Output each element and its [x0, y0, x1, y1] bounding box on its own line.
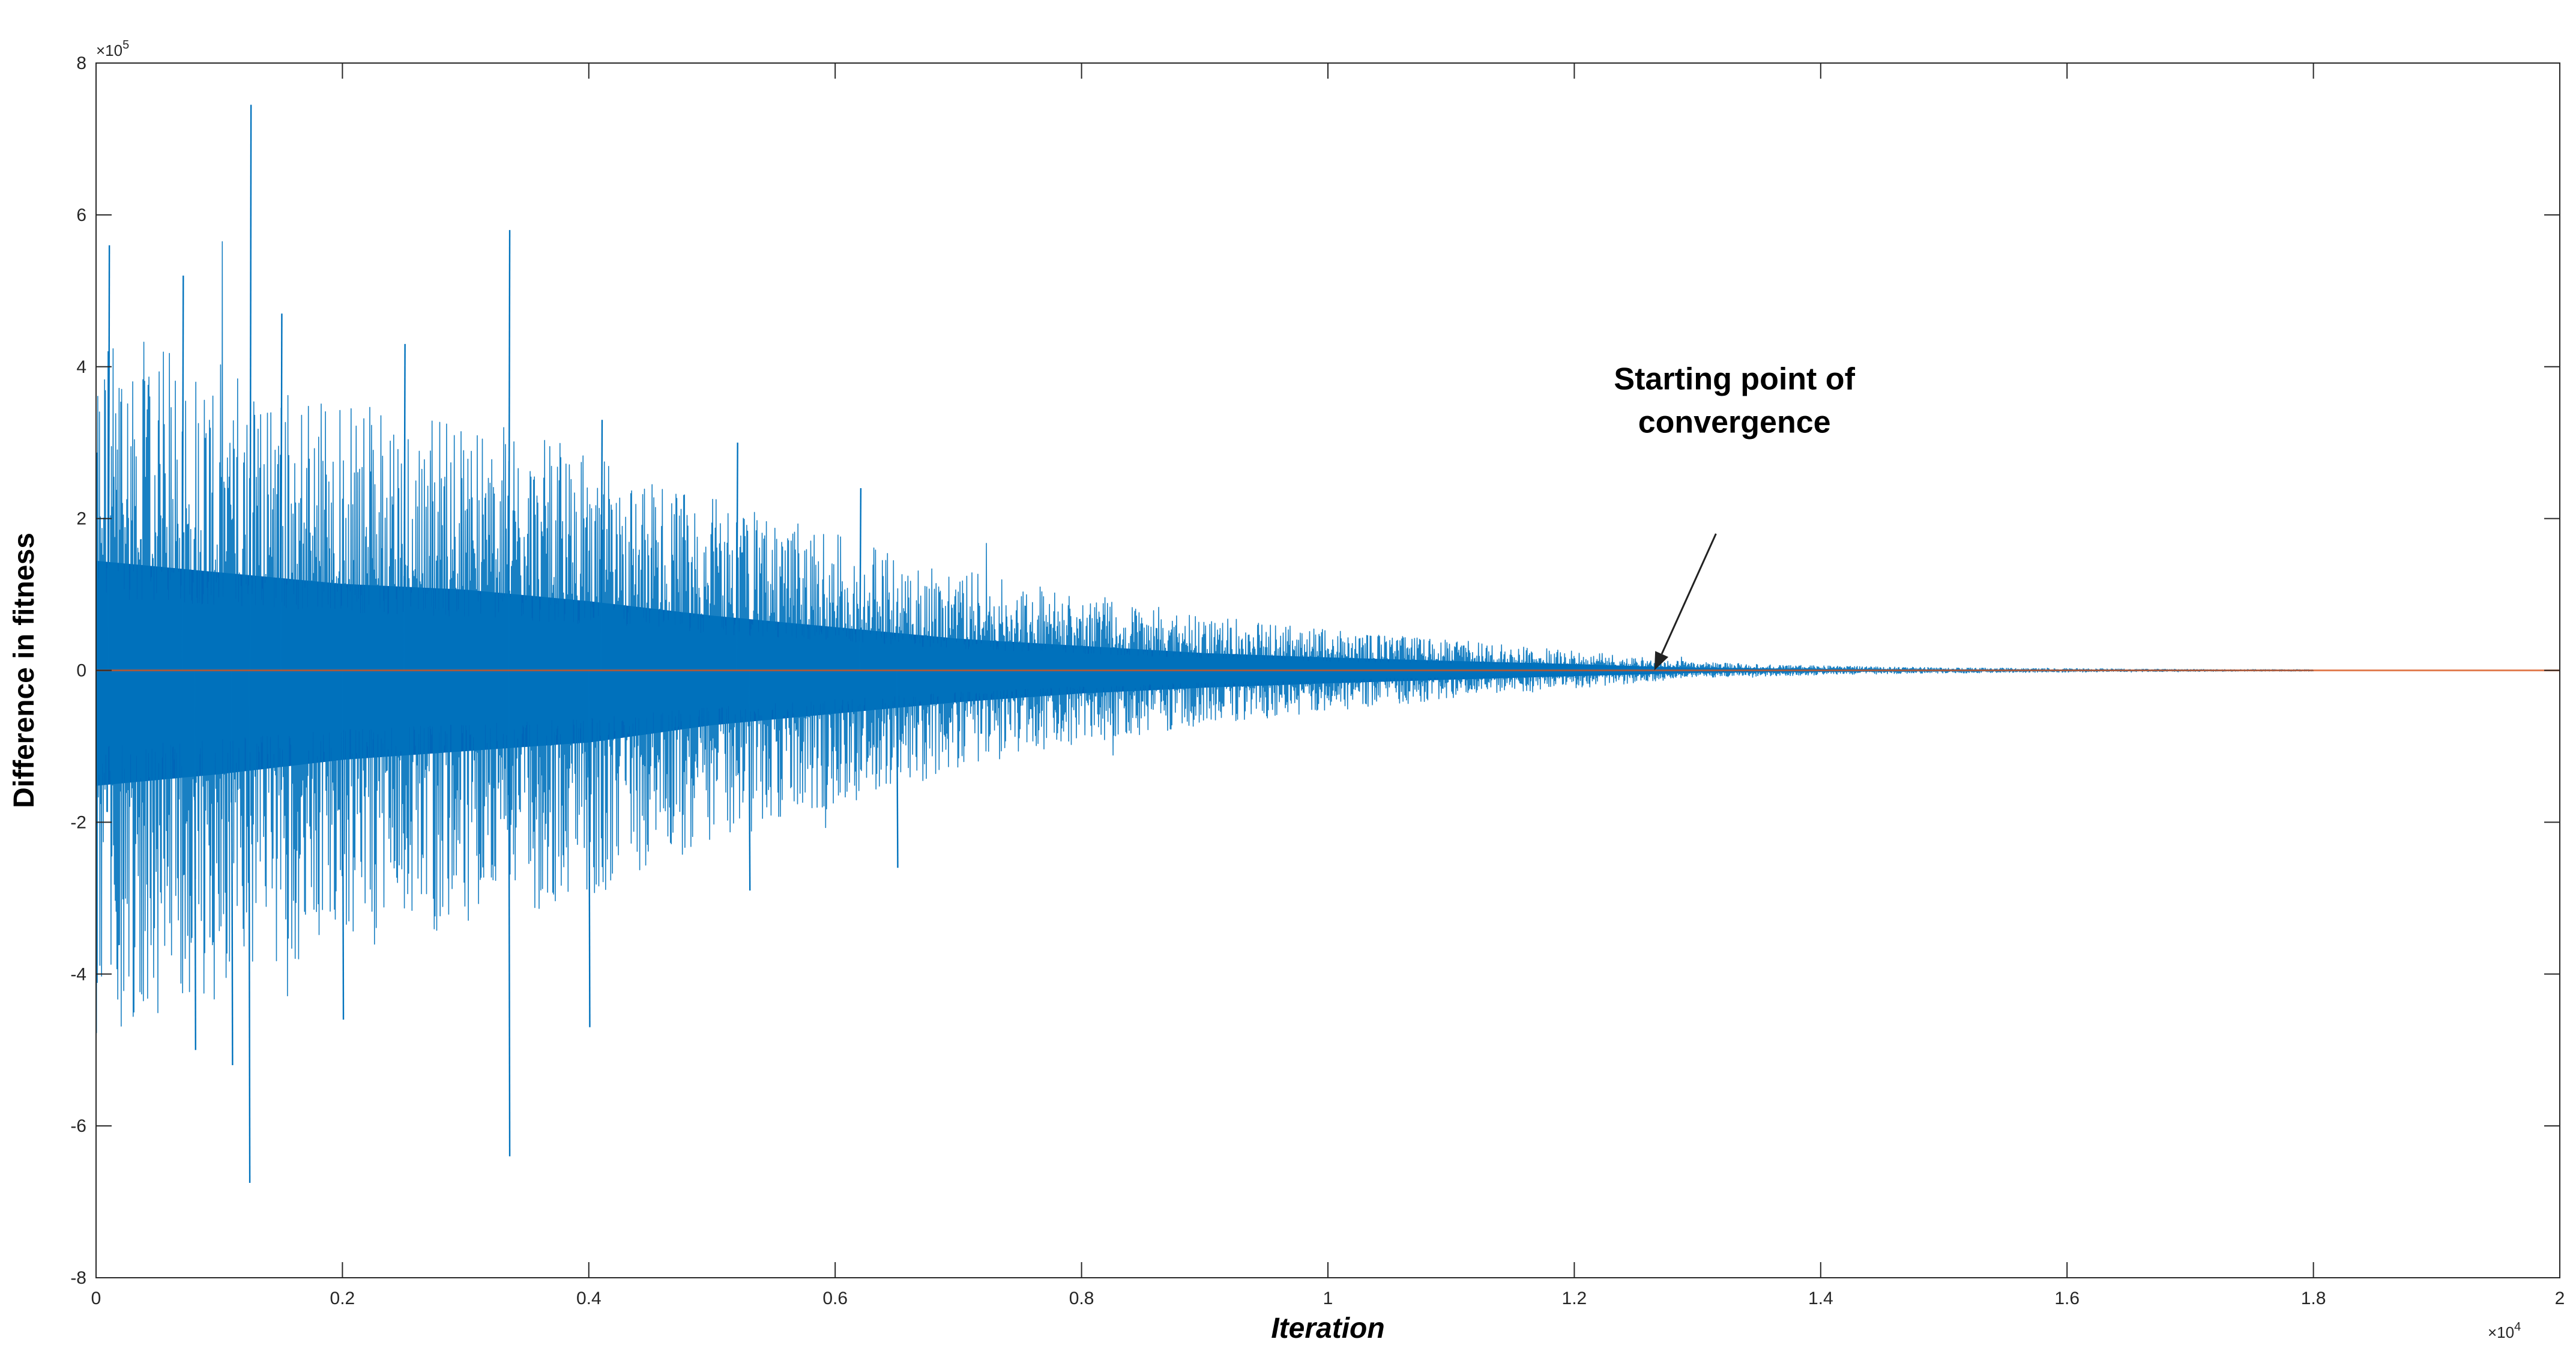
x-multiplier-exponent: 4 [2514, 1320, 2521, 1334]
y-tick-label: -2 [70, 812, 86, 832]
x-tick-label: 1.4 [1808, 1289, 1833, 1308]
y-tick-label: -6 [70, 1116, 86, 1136]
tick-layer [95, 62, 2560, 1278]
y-tick-label: -4 [70, 964, 86, 984]
series-signal-peak [107, 245, 110, 671]
series-signal-peak [231, 670, 234, 1065]
series-signal-peak [193, 670, 197, 1050]
series-signal-peak [342, 670, 345, 1020]
annotation-arrow [1661, 533, 1717, 654]
series-signal-peak [896, 670, 899, 868]
tick-label-layer: 0 0.2 0.4 0.6 0.8 1 1.2 1.4 1.6 1.8 2 -8 -6 -4 -2 0 2 4 6 8 [70, 53, 2565, 1308]
y-tick-label: 0 [76, 661, 86, 681]
x-tick-label: 1 [1323, 1289, 1333, 1308]
series-signal-peak [248, 670, 251, 1183]
x-axis-title: Iteration [1271, 1313, 1384, 1344]
series-signal-peak [748, 670, 751, 891]
series-signal-peak [249, 104, 252, 671]
x-tick-label: 1.8 [2301, 1289, 2326, 1308]
series-layer [95, 104, 2560, 1183]
series-signal-peak [403, 343, 406, 671]
series-signal-peak [859, 488, 862, 671]
y-tick-label: 6 [76, 205, 86, 225]
y-tick-label: 4 [76, 357, 86, 377]
annotation-layer: Starting point of convergence [1614, 362, 1856, 671]
series-signal-peak [588, 670, 591, 1027]
series-signal-peak [508, 670, 511, 1156]
series-signal-peak [508, 230, 511, 671]
x-axis-multiplier: ×104 [2488, 1320, 2521, 1341]
x-tick-label: 0.6 [822, 1289, 848, 1308]
y-axis-multiplier: ×105 [96, 38, 129, 59]
annotation-text-line-1: Starting point of [1614, 362, 1855, 397]
annotation-text-line-2: convergence [1638, 405, 1831, 440]
x-tick-label: 1.2 [1562, 1289, 1587, 1308]
x-tick-label: 0.4 [576, 1289, 602, 1308]
annotation-arrowhead [1654, 651, 1669, 671]
y-multiplier-exponent: 5 [122, 38, 129, 52]
x-tick-label: 0.8 [1069, 1289, 1094, 1308]
y-multiplier-base: ×10 [96, 41, 122, 59]
x-tick-label: 2 [2555, 1289, 2565, 1308]
y-tick-label: 2 [76, 509, 86, 529]
series-signal-peak [181, 276, 184, 671]
series-signal-peak [280, 313, 283, 671]
x-tick-label: 0.2 [330, 1289, 355, 1308]
y-axis-title: Difference in fitness [8, 533, 40, 808]
y-tick-label: 8 [76, 53, 86, 73]
series-signal-peak [600, 420, 603, 671]
x-multiplier-base: ×10 [2488, 1323, 2514, 1341]
y-tick-label: -8 [70, 1268, 86, 1288]
x-tick-label: 1.6 [2054, 1289, 2080, 1308]
x-tick-label: 0 [91, 1289, 101, 1308]
series-signal-peak [735, 443, 738, 671]
